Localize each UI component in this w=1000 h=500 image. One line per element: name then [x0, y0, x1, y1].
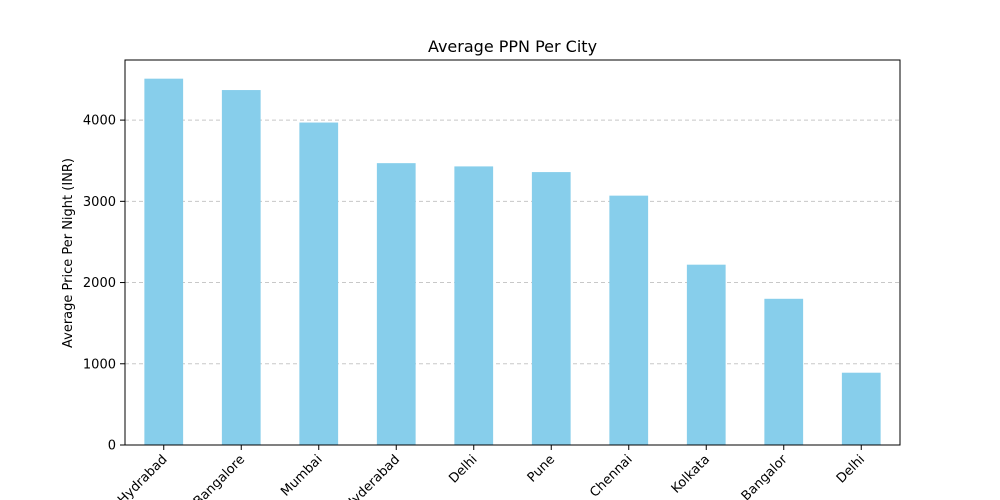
plot-frame	[124, 59, 901, 446]
bar-layer	[144, 78, 881, 446]
x-tick-label: Kolkata	[669, 452, 713, 496]
bar	[221, 90, 261, 446]
y-tick-label: 2000	[83, 276, 116, 291]
y-tick-label: 3000	[83, 195, 116, 210]
x-tick-label: Bangalor	[739, 452, 791, 500]
bar	[299, 122, 339, 446]
x-tick-label: Pune	[525, 452, 558, 485]
x-tick-label: Bangalore	[191, 452, 248, 500]
bar	[531, 172, 571, 445]
x-tick-label: Hyderabad	[342, 452, 403, 500]
x-tick-label: Chennai	[587, 452, 635, 500]
x-tick-label: Delhi	[446, 452, 480, 486]
chart-title: Average PPN Per City	[428, 37, 597, 56]
x-tick-label: Mumbai	[278, 452, 325, 499]
y-tick-label: 0	[108, 439, 116, 454]
y-axis-label: Average Price Per Night (INR)	[61, 158, 76, 348]
bar	[609, 195, 649, 445]
bar	[376, 163, 416, 446]
bar	[841, 372, 881, 445]
x-tick-label: Delhi	[834, 452, 868, 486]
bar	[144, 78, 184, 446]
bar	[454, 166, 494, 445]
bar	[764, 298, 804, 445]
y-tick-label: 1000	[83, 357, 116, 372]
x-tick-label: Hydrabad	[115, 452, 171, 500]
bar	[686, 264, 726, 445]
y-tick-label: 4000	[83, 114, 116, 129]
